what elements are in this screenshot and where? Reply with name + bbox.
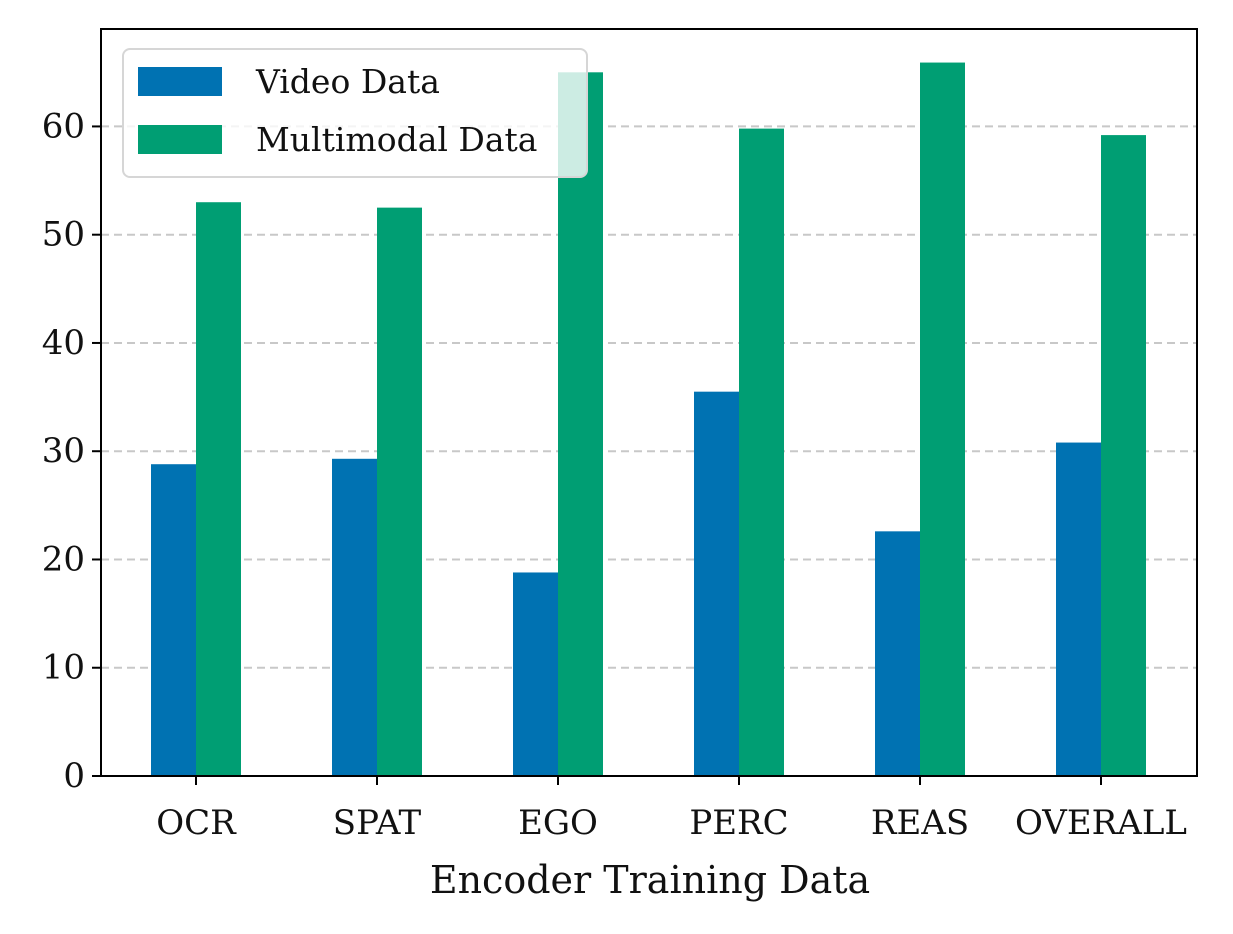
bar-multimodal-data [920, 62, 965, 777]
y-tick-label: 10 [42, 648, 85, 688]
bars [151, 62, 1146, 777]
y-tick-label: 40 [42, 323, 85, 363]
x-tick-label: PERC [689, 803, 788, 843]
bar-multimodal-data [377, 207, 422, 776]
y-tick-label: 0 [63, 756, 85, 796]
x-tick-label: REAS [871, 803, 969, 843]
grid [101, 125, 1197, 669]
bar-video-data [694, 391, 739, 776]
x-tick-label: SPAT [333, 803, 422, 843]
legend-swatch [138, 125, 222, 154]
x-tick-label: EGO [518, 803, 598, 843]
bar-multimodal-data [739, 128, 784, 777]
bar-video-data [1056, 442, 1101, 776]
legend-label: Multimodal Data [256, 120, 537, 159]
bar-multimodal-data [196, 202, 241, 776]
plot-frame [100, 28, 1198, 777]
bar-video-data [875, 531, 920, 776]
legend-box [122, 48, 588, 178]
axis-ticks: 0 10 20 30 40 50 60 OCR SPAT EGO PERC REAS OVERALL [42, 106, 1187, 843]
bar-video-data [151, 464, 196, 776]
bar-video-data [332, 458, 377, 776]
x-tick-label: OVERALL [1015, 803, 1187, 843]
bar-video-data [513, 572, 558, 776]
y-tick-label: 50 [42, 215, 85, 255]
y-tick-label: 30 [42, 431, 85, 471]
x-axis-title: Encoder Training Data [430, 858, 870, 902]
x-tick-label: OCR [156, 803, 237, 843]
bar-multimodal-data [1101, 135, 1146, 777]
y-tick-label: 20 [42, 539, 85, 579]
y-tick-label: 60 [42, 106, 85, 146]
legend-label: Video Data [255, 62, 440, 101]
legend-swatch [138, 67, 222, 96]
legend: Video Data Multimodal Data [122, 48, 588, 178]
bar-multimodal-data [558, 72, 603, 777]
